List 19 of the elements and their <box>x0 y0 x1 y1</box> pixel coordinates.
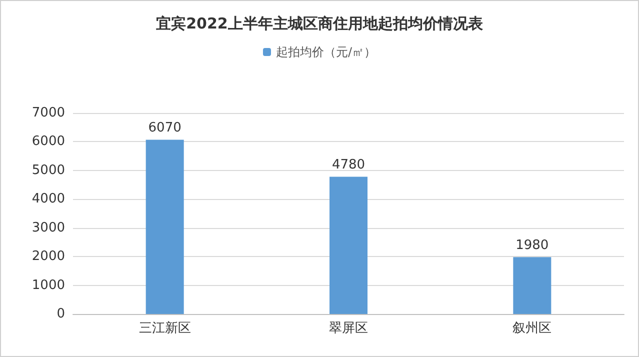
bar <box>513 257 552 314</box>
x-tick-label: 翠屏区 <box>329 321 368 336</box>
y-tick-label: 3000 <box>32 220 65 236</box>
x-tick-label: 叙州区 <box>512 321 552 336</box>
data-label: 4780 <box>332 158 366 173</box>
chart-title: 宜宾2022上半年主城区商住用地起拍均价情况表 <box>156 14 484 32</box>
y-tick-label: 4000 <box>32 192 65 207</box>
legend-label: 起拍均价（元/㎡） <box>276 45 376 59</box>
y-tick-label: 6000 <box>32 134 65 150</box>
y-tick-label: 1000 <box>32 278 65 293</box>
y-tick-label: 0 <box>56 306 65 322</box>
bar <box>330 176 368 314</box>
y-tick-label: 5000 <box>32 162 65 178</box>
y-tick-label: 7000 <box>32 106 65 120</box>
data-label: 6070 <box>148 120 182 136</box>
y-tick-label: 2000 <box>32 249 65 264</box>
x-tick-label: 三江新区 <box>138 321 191 336</box>
bar <box>146 140 184 314</box>
data-label: 1980 <box>516 238 549 254</box>
